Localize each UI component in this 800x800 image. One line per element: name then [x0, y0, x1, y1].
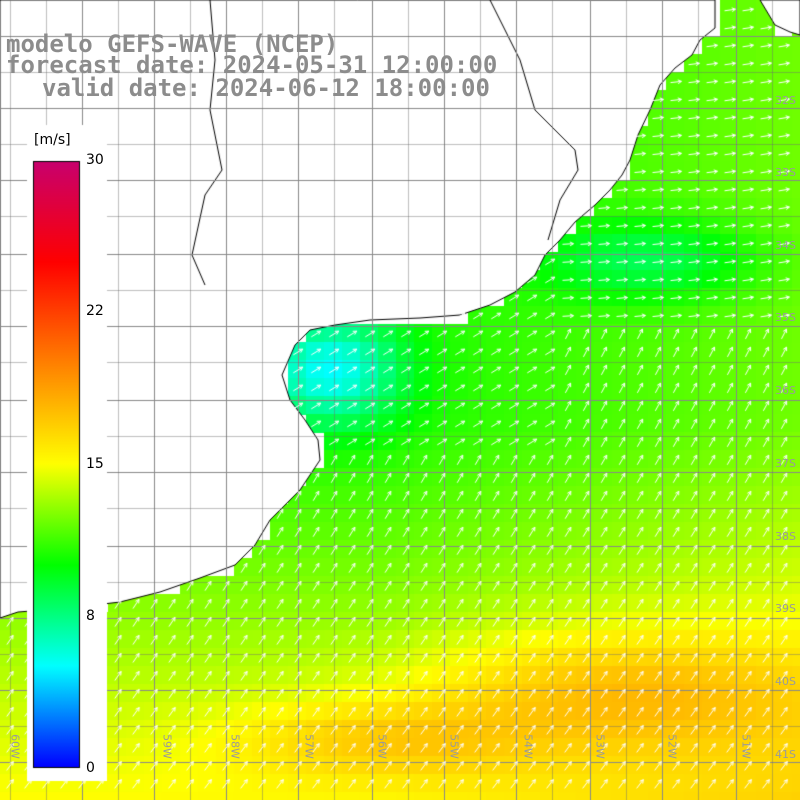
lat-label: 36S — [775, 384, 796, 397]
lon-label: 56W — [375, 734, 389, 759]
colorbar-tick-8: 8 — [86, 608, 95, 624]
lon-label: 53W — [593, 734, 607, 759]
valid-date: valid date: 2024-06-12 18:00:00 — [42, 74, 490, 102]
colorbar-tick-15: 15 — [86, 456, 104, 472]
lon-label: 57W — [302, 734, 316, 759]
colorbar-tick-22: 22 — [86, 303, 104, 319]
lat-label: 35S — [775, 311, 796, 324]
lon-label: 52W — [665, 734, 679, 759]
forecast-date: forecast date: 2024-05-31 12:00:00 — [6, 51, 498, 79]
lat-label: 40S — [775, 675, 796, 688]
lon-label: 58W — [228, 734, 242, 759]
lon-label: 60W — [8, 734, 22, 759]
colorbar-tick-30: 30 — [86, 152, 104, 168]
model-title: modelo GEFS-WAVE (NCEP) — [6, 30, 339, 58]
lat-label: 34S — [775, 239, 796, 252]
colorbar-unit: [m/s] — [34, 132, 71, 148]
lat-label: 37S — [775, 457, 796, 470]
lat-label: 41S — [775, 748, 796, 761]
lon-label: 59W — [160, 734, 174, 759]
colorbar-tick-0: 0 — [86, 760, 95, 776]
lon-label: 54W — [521, 734, 535, 759]
lon-label: 55W — [447, 734, 461, 759]
lon-label: 51W — [739, 734, 753, 759]
lat-label: 38S — [775, 530, 796, 543]
lat-label: 33S — [775, 166, 796, 179]
lat-label: 32S — [775, 94, 796, 107]
lat-label: 39S — [775, 602, 796, 615]
